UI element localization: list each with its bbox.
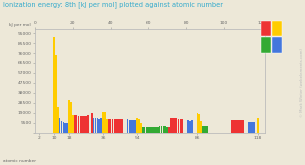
Bar (108, 119, 109, 133)
Bar (145, 127, 147, 133)
Bar (202, 126, 204, 133)
Bar (148, 127, 149, 133)
Bar (200, 121, 202, 133)
Bar (161, 126, 162, 133)
Bar (181, 119, 183, 133)
Bar (70, 102, 72, 133)
Bar (64, 123, 66, 133)
Bar (234, 120, 236, 133)
Bar (236, 120, 238, 133)
Bar (85, 116, 87, 133)
Bar (170, 118, 172, 133)
Bar (115, 119, 117, 133)
Bar (151, 127, 153, 133)
Bar (142, 127, 144, 133)
Bar (78, 116, 79, 133)
Bar (187, 120, 189, 133)
Bar (166, 127, 168, 133)
Bar (99, 119, 100, 133)
Bar (91, 113, 92, 133)
Bar (131, 120, 132, 133)
Bar (96, 118, 98, 133)
Bar (206, 126, 208, 133)
Bar (174, 118, 176, 133)
Bar (159, 126, 160, 133)
Bar (257, 118, 259, 133)
Text: atomic number: atomic number (3, 159, 36, 163)
Bar (157, 127, 159, 133)
Bar (136, 118, 138, 133)
Bar (127, 119, 128, 133)
Bar (93, 118, 95, 133)
Bar (112, 119, 113, 133)
Bar (172, 118, 174, 133)
Bar (57, 107, 59, 133)
Bar (81, 116, 83, 133)
Bar (68, 100, 70, 133)
Bar (87, 115, 89, 133)
Text: kJ per mol: kJ per mol (9, 23, 30, 27)
Bar (113, 119, 115, 133)
Bar (240, 120, 242, 133)
Bar (110, 119, 111, 133)
Bar (153, 127, 155, 133)
Text: Ionization energy: 8th [kJ per mol] plotted against atomic number: Ionization energy: 8th [kJ per mol] plot… (3, 1, 223, 8)
Bar (176, 118, 178, 133)
Bar (232, 120, 234, 133)
Bar (149, 127, 151, 133)
Bar (102, 112, 104, 133)
Bar (164, 126, 166, 133)
Bar (117, 119, 119, 133)
Bar (121, 119, 123, 133)
Text: © Mark Winter (webelements.com): © Mark Winter (webelements.com) (300, 48, 304, 117)
Bar (80, 116, 81, 133)
Bar (204, 126, 206, 133)
Bar (144, 127, 145, 133)
Bar (178, 119, 179, 133)
Bar (249, 122, 251, 133)
Bar (134, 120, 136, 133)
Bar (231, 120, 232, 133)
Bar (140, 123, 142, 133)
Bar (53, 37, 55, 133)
Bar (168, 127, 170, 133)
Bar (61, 121, 62, 133)
Bar (104, 112, 106, 133)
Bar (95, 118, 96, 133)
Bar (180, 119, 181, 133)
Bar (199, 114, 200, 133)
Bar (163, 126, 164, 133)
Bar (83, 116, 85, 133)
Bar (72, 115, 74, 133)
Bar (138, 119, 140, 133)
Bar (100, 118, 102, 133)
Bar (132, 120, 134, 133)
Bar (55, 55, 57, 133)
Bar (253, 122, 255, 133)
Bar (106, 119, 108, 133)
Bar (119, 119, 121, 133)
Bar (196, 113, 198, 133)
Bar (242, 120, 244, 133)
Bar (248, 122, 249, 133)
Bar (74, 115, 76, 133)
Bar (238, 120, 240, 133)
Bar (59, 118, 60, 133)
Bar (155, 127, 157, 133)
Bar (129, 120, 130, 133)
Bar (191, 120, 192, 133)
Bar (189, 121, 191, 133)
Bar (76, 115, 77, 133)
Bar (66, 123, 68, 133)
Bar (63, 122, 64, 133)
Bar (251, 122, 253, 133)
